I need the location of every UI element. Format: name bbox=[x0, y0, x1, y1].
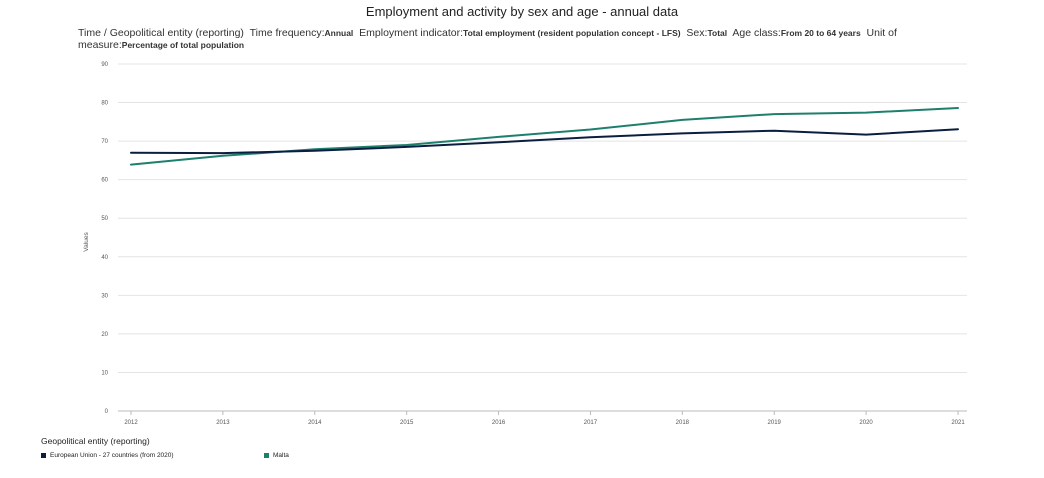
x-tick-label: 2015 bbox=[400, 420, 414, 426]
x-tick-label: 2018 bbox=[676, 420, 690, 426]
y-tick-label: 60 bbox=[101, 178, 108, 184]
y-tick-label: 10 bbox=[101, 370, 108, 376]
legend-title: Geopolitical entity (reporting) bbox=[41, 436, 150, 446]
y-tick-label: 20 bbox=[101, 332, 108, 338]
chart-subtitle: Time / Geopolitical entity (reporting) T… bbox=[78, 27, 908, 51]
x-axis-ticks: 2012 2013 2014 2015 2016 2017 2018 2019 2020 2021 bbox=[124, 411, 965, 426]
y-axis-ticks: 0 10 20 30 40 50 60 70 80 90 bbox=[101, 62, 108, 415]
subtitle-prefix: Time / Geopolitical entity (reporting) bbox=[78, 27, 244, 39]
y-tick-label: 70 bbox=[101, 139, 108, 145]
legend-label: Malta bbox=[273, 452, 289, 459]
series-line-malta[interactable] bbox=[130, 107, 959, 166]
age-value: From 20 to 64 years bbox=[780, 28, 861, 38]
legend-swatch bbox=[264, 453, 269, 458]
x-tick-label: 2021 bbox=[951, 420, 965, 426]
series-line-european-union-27-countries-from-2020-[interactable] bbox=[130, 128, 959, 155]
y-tick-label: 50 bbox=[101, 216, 108, 222]
freq-label: Time frequency: bbox=[249, 27, 325, 39]
indicator-value: Total employment (resident population co… bbox=[463, 28, 681, 38]
y-tick-label: 40 bbox=[101, 255, 108, 261]
freq-value: Annual bbox=[324, 28, 354, 38]
y-axis-label: Values bbox=[83, 232, 90, 252]
x-tick-label: 2016 bbox=[492, 420, 506, 426]
age-label: Age class: bbox=[732, 27, 781, 39]
y-tick-label: 80 bbox=[101, 101, 108, 107]
legend-item[interactable]: European Union - 27 countries (from 2020… bbox=[41, 452, 174, 459]
unit-label: Unit of measure: bbox=[78, 27, 897, 51]
y-tick-label: 90 bbox=[101, 62, 108, 68]
legend-label: European Union - 27 countries (from 2020… bbox=[50, 452, 174, 459]
chart-title: Employment and activity by sex and age -… bbox=[365, 4, 679, 19]
legend-item[interactable]: Malta bbox=[264, 452, 289, 459]
x-tick-label: 2020 bbox=[859, 420, 873, 426]
x-tick-label: 2019 bbox=[768, 420, 782, 426]
indicator-label: Employment indicator: bbox=[359, 27, 464, 39]
unit-value: Percentage of total population bbox=[121, 40, 245, 50]
sex-value: Total bbox=[707, 28, 728, 38]
sex-label: Sex: bbox=[686, 27, 708, 39]
y-tick-label: 0 bbox=[105, 409, 109, 415]
y-tick-label: 30 bbox=[101, 293, 108, 299]
legend-swatch bbox=[41, 453, 46, 458]
x-tick-label: 2014 bbox=[308, 420, 322, 426]
gridlines bbox=[118, 63, 967, 412]
x-tick-label: 2017 bbox=[584, 420, 598, 426]
x-tick-label: 2012 bbox=[124, 420, 138, 426]
x-tick-label: 2013 bbox=[216, 420, 230, 426]
series-lines bbox=[130, 107, 959, 166]
